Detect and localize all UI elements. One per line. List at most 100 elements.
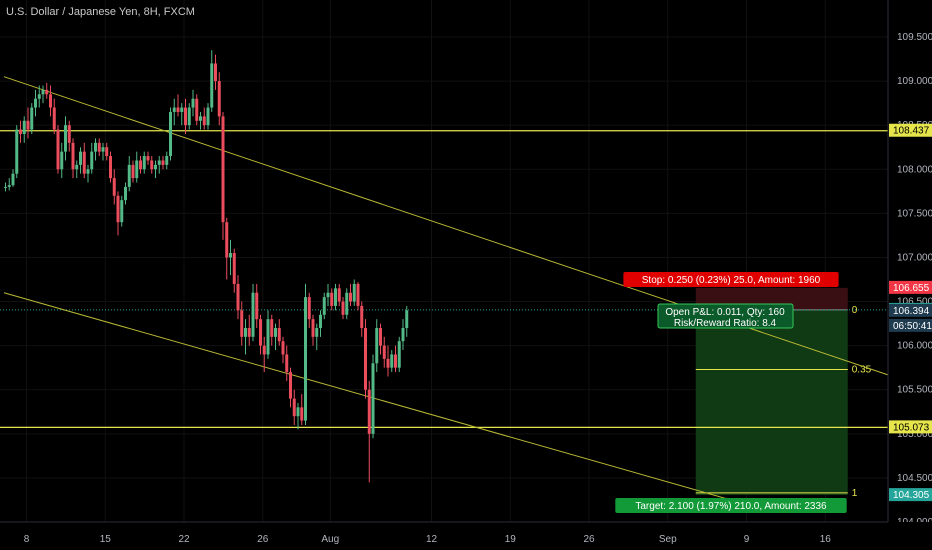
candle-body bbox=[382, 345, 386, 359]
x-tick-label: 15 bbox=[100, 534, 112, 545]
candle-body bbox=[165, 156, 169, 165]
candle-body bbox=[161, 160, 165, 165]
pnl-label: Open P&L: 0.011, Qty: 160 bbox=[665, 307, 785, 318]
candle-body bbox=[270, 319, 274, 337]
candle-body bbox=[49, 94, 52, 108]
candle-body bbox=[60, 151, 64, 170]
x-tick-label: 26 bbox=[583, 534, 595, 545]
candle-body bbox=[187, 107, 191, 126]
candle-body bbox=[195, 98, 199, 121]
candle-body bbox=[45, 89, 49, 95]
candle-body bbox=[401, 328, 405, 342]
candle-body bbox=[390, 354, 394, 368]
candle-body bbox=[146, 156, 150, 161]
candle-body bbox=[142, 156, 146, 170]
fib-level-label: 1 bbox=[852, 488, 858, 499]
price-label: 104.305 bbox=[893, 490, 930, 501]
candle-body bbox=[259, 319, 262, 346]
candle-body bbox=[349, 292, 352, 302]
stop-label: Stop: 0.250 (0.23%) 25.0, Amount: 1960 bbox=[642, 275, 821, 286]
candle-body bbox=[150, 160, 154, 170]
candle-body bbox=[251, 292, 255, 337]
candle-body bbox=[386, 358, 390, 368]
trend-line bbox=[3, 292, 747, 505]
candle-body bbox=[97, 142, 101, 152]
x-tick-label: Sep bbox=[659, 534, 677, 545]
candle-body bbox=[221, 116, 225, 223]
candle-body bbox=[255, 292, 259, 320]
candle-body bbox=[176, 107, 180, 112]
y-tick-label: 109.000 bbox=[897, 76, 932, 87]
x-tick-label: Aug bbox=[321, 534, 339, 545]
candle-body bbox=[4, 186, 7, 188]
candle-body bbox=[157, 160, 161, 165]
candle-body bbox=[292, 398, 296, 417]
candle-body bbox=[79, 151, 82, 165]
candle-body bbox=[367, 389, 371, 434]
x-tick-label: 16 bbox=[820, 534, 832, 545]
candle-body bbox=[172, 107, 176, 112]
candle-body bbox=[360, 305, 364, 328]
candle-body bbox=[326, 292, 330, 298]
candle-body bbox=[274, 328, 277, 337]
candle-body bbox=[199, 116, 202, 121]
candle-body bbox=[154, 164, 157, 170]
candle-body bbox=[247, 328, 251, 337]
candle-body bbox=[300, 407, 304, 421]
candle-body bbox=[285, 354, 289, 373]
y-tick-label: 106.500 bbox=[897, 297, 932, 308]
candles bbox=[4, 50, 409, 483]
candle-body bbox=[135, 160, 139, 179]
time-axis: 8 15 22 26 Aug 12 19 26 Sep 9 16 bbox=[0, 521, 932, 550]
candle-body bbox=[341, 301, 345, 315]
position-tool: 0 0.35 1 bbox=[695, 287, 872, 499]
y-tick-label: 106.000 bbox=[897, 341, 932, 352]
x-tick-label: 22 bbox=[178, 534, 190, 545]
candle-body bbox=[262, 345, 266, 355]
hline-label: 108.437 bbox=[893, 126, 930, 137]
price-axis: 104.000104.500105.000105.500106.000106.5… bbox=[887, 0, 932, 550]
candle-body bbox=[225, 222, 229, 258]
candle-body bbox=[109, 156, 112, 179]
hline-label-bg bbox=[889, 123, 932, 137]
candle-body bbox=[345, 292, 349, 315]
candle-body bbox=[210, 63, 214, 108]
candle-body bbox=[375, 328, 379, 364]
x-tick-label: 26 bbox=[257, 534, 269, 545]
candle-body bbox=[56, 129, 60, 170]
candle-body bbox=[232, 253, 236, 284]
y-tick-label: 104.500 bbox=[897, 473, 932, 484]
pnl-box bbox=[657, 303, 794, 329]
fib-level-label: 0 bbox=[852, 305, 858, 316]
y-tick-label: 107.500 bbox=[897, 208, 932, 219]
candle-body bbox=[202, 116, 206, 126]
candle-body bbox=[184, 107, 187, 126]
candle-body bbox=[101, 147, 105, 152]
candle-body bbox=[34, 98, 37, 108]
candle-body bbox=[397, 341, 401, 368]
candle-body bbox=[67, 125, 71, 143]
candle-body bbox=[120, 200, 124, 223]
candle-body bbox=[15, 129, 19, 174]
candle-body bbox=[94, 142, 97, 152]
price-label-bg bbox=[889, 280, 932, 294]
time-axis-bg bbox=[0, 522, 932, 550]
price-label-bg bbox=[889, 488, 932, 502]
y-tick-label: 108.000 bbox=[897, 164, 932, 175]
x-tick-label: 12 bbox=[426, 534, 438, 545]
candle-body bbox=[71, 142, 75, 170]
candle-body bbox=[405, 310, 409, 328]
stop-label-bg bbox=[623, 272, 839, 287]
x-tick-label: 9 bbox=[744, 534, 750, 545]
candle-body bbox=[394, 354, 397, 368]
candle-body bbox=[277, 328, 281, 342]
candle-body bbox=[127, 164, 131, 187]
candle-body bbox=[236, 283, 240, 311]
candle-body bbox=[105, 147, 109, 157]
candle-body bbox=[334, 288, 337, 306]
candle-body bbox=[337, 288, 341, 302]
candle-body bbox=[116, 195, 120, 223]
drawing-lines bbox=[0, 76, 920, 505]
candle-body bbox=[289, 372, 292, 399]
